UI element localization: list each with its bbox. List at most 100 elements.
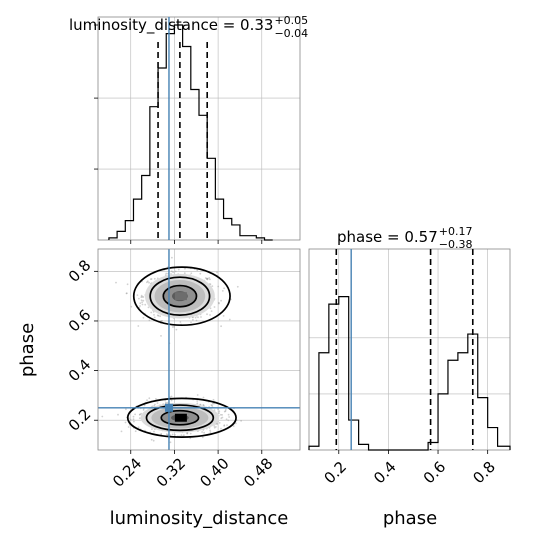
joint-scatter-point bbox=[165, 272, 168, 275]
joint-scatter-point bbox=[222, 315, 225, 317]
joint-scatter-point bbox=[210, 404, 213, 406]
joint-scatter-point bbox=[197, 316, 199, 319]
right-hist-xtick-label: 0.4 bbox=[370, 458, 400, 488]
joint-scatter-point bbox=[170, 399, 173, 402]
joint-scatter-point bbox=[199, 272, 202, 275]
joint-scatter-point bbox=[211, 285, 214, 287]
joint-scatter-point bbox=[183, 272, 186, 275]
joint-scatter-point bbox=[133, 420, 135, 423]
joint-scatter-point bbox=[172, 271, 175, 274]
joint-scatter-point bbox=[150, 278, 153, 280]
joint-scatter-point bbox=[209, 283, 212, 286]
joint-scatter-point bbox=[157, 314, 160, 317]
joint-scatter-point bbox=[216, 423, 218, 426]
joint-scatter-point bbox=[141, 301, 144, 304]
joint-scatter-point bbox=[196, 269, 199, 272]
joint-scatter-point bbox=[153, 316, 156, 319]
joint-contour bbox=[132, 266, 231, 327]
joint-scatter-point bbox=[151, 428, 153, 430]
joint-scatter-point bbox=[184, 267, 186, 270]
joint-scatter-point bbox=[221, 414, 224, 416]
joint-scatter-point bbox=[216, 271, 218, 274]
right-hist-title-sup: +0.17 bbox=[439, 225, 473, 238]
joint-scatter-point bbox=[146, 280, 149, 283]
joint-scatter-point bbox=[130, 305, 133, 308]
joint-scatter-point bbox=[159, 315, 162, 318]
joint-scatter-point bbox=[132, 415, 135, 418]
joint-scatter-point bbox=[190, 272, 193, 275]
joint-scatter-point bbox=[220, 427, 222, 430]
joint-scatter-point bbox=[165, 401, 167, 404]
joint-scatter-point bbox=[227, 419, 230, 422]
joint-scatter-point bbox=[220, 417, 223, 420]
joint-ytick-label: 0.4 bbox=[65, 355, 95, 385]
joint-scatter-point bbox=[173, 326, 176, 328]
joint-scatter-point bbox=[148, 281, 150, 284]
joint-scatter-point bbox=[217, 285, 220, 288]
joint-scatter-point bbox=[227, 413, 230, 416]
joint-scatter-point bbox=[213, 426, 216, 429]
joint-scatter-point bbox=[201, 431, 204, 433]
joint-scatter-point bbox=[156, 314, 159, 317]
joint-xtick-label: 0.32 bbox=[153, 454, 189, 490]
joint-scatter-point bbox=[196, 400, 199, 402]
joint-scatter-point bbox=[215, 426, 217, 428]
joint-scatter-point bbox=[125, 292, 128, 295]
joint-scatter-point bbox=[212, 402, 214, 405]
joint-scatter-point bbox=[154, 403, 156, 406]
joint-scatter-point bbox=[201, 436, 204, 439]
joint-scatter-point bbox=[209, 431, 212, 434]
joint-scatter-point bbox=[132, 418, 135, 421]
joint-scatter-point bbox=[149, 278, 152, 280]
joint-scatter-point bbox=[160, 433, 163, 435]
joint-scatter-point bbox=[218, 412, 220, 414]
joint-scatter-point bbox=[151, 405, 154, 408]
joint-scatter-point bbox=[152, 439, 155, 442]
joint-contour bbox=[126, 397, 237, 438]
joint-scatter-point bbox=[153, 314, 155, 316]
joint-contour bbox=[162, 284, 198, 308]
joint-scatter-point bbox=[218, 422, 221, 424]
joint-scatter-point bbox=[166, 434, 169, 436]
top-hist-title-sub: −0.04 bbox=[274, 27, 308, 40]
joint-scatter-point bbox=[213, 306, 216, 308]
joint-ytick-label: 0.8 bbox=[65, 256, 95, 286]
joint-scatter-point bbox=[152, 310, 155, 313]
joint-scatter-point bbox=[203, 431, 206, 434]
joint-scatter-point bbox=[189, 432, 192, 435]
joint-scatter-point bbox=[115, 281, 117, 284]
joint-scatter-point bbox=[140, 296, 143, 298]
top-hist-step bbox=[108, 24, 273, 241]
joint-scatter-point bbox=[140, 299, 143, 302]
joint-scatter-point bbox=[223, 424, 226, 427]
top-hist-frame bbox=[97, 16, 301, 241]
joint-scatter-point bbox=[212, 398, 215, 401]
joint-scatter-point bbox=[177, 268, 180, 271]
joint-scatter-point bbox=[221, 290, 224, 292]
joint-scatter-point bbox=[223, 287, 226, 290]
joint-scatter-point bbox=[194, 316, 197, 319]
joint-scatter-point bbox=[142, 299, 145, 302]
joint-scatter-point bbox=[101, 415, 104, 418]
joint-scatter-point bbox=[219, 413, 222, 416]
joint-scatter-point bbox=[171, 256, 173, 259]
joint-scatter-point bbox=[125, 408, 127, 411]
joint-scatter-point bbox=[138, 413, 141, 416]
joint-scatter-point bbox=[134, 413, 137, 416]
joint-scatter-point bbox=[137, 325, 140, 327]
joint-scatter-point bbox=[192, 318, 194, 321]
joint-scatter-point bbox=[209, 314, 211, 316]
joint-ylabel: phase bbox=[17, 323, 38, 377]
joint-scatter-point bbox=[160, 433, 163, 436]
right-hist-title-sub: −0.38 bbox=[439, 238, 473, 251]
joint-xtick-label: 0.40 bbox=[196, 454, 232, 490]
joint-scatter-point bbox=[196, 402, 199, 405]
joint-scatter-point bbox=[208, 277, 211, 279]
right-hist-xtick-label: 0.6 bbox=[420, 458, 450, 488]
joint-contour bbox=[149, 276, 211, 316]
joint-scatter-point bbox=[146, 399, 148, 402]
right-hist-xtick-label: 0.2 bbox=[320, 458, 350, 488]
joint-scatter-point bbox=[170, 395, 173, 398]
joint-frame bbox=[97, 248, 301, 451]
